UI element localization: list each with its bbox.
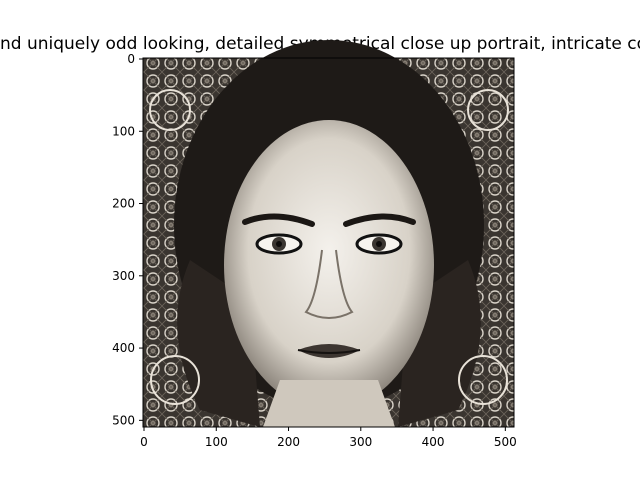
portrait-image: [143, 40, 514, 427]
y-tick: 100: [112, 124, 143, 138]
x-tick-label: 0: [140, 435, 148, 449]
y-axis: 0 100 200 300 400 500: [112, 52, 143, 427]
x-tick: 500: [494, 427, 517, 449]
x-tick: 0: [140, 427, 148, 449]
x-axis: 0 100 200 300 400 500: [140, 427, 517, 449]
x-tick-label: 300: [349, 435, 372, 449]
y-tick-label: 300: [112, 269, 135, 283]
y-tick-label: 0: [127, 52, 135, 66]
y-tick: 0: [127, 52, 143, 66]
y-tick: 500: [112, 413, 143, 427]
x-tick-label: 200: [277, 435, 300, 449]
x-tick-label: 500: [494, 435, 517, 449]
y-tick-label: 400: [112, 341, 135, 355]
x-tick: 300: [349, 427, 372, 449]
x-tick: 100: [205, 427, 228, 449]
y-tick-label: 100: [112, 124, 135, 138]
y-tick: 300: [112, 269, 143, 283]
y-tick-label: 500: [112, 413, 135, 427]
y-tick: 400: [112, 341, 143, 355]
x-tick-label: 100: [205, 435, 228, 449]
y-tick-label: 200: [112, 197, 135, 211]
axes-frame: [142, 57, 515, 428]
x-tick: 200: [277, 427, 300, 449]
y-tick: 200: [112, 197, 143, 211]
x-tick: 400: [422, 427, 445, 449]
x-tick-label: 400: [422, 435, 445, 449]
